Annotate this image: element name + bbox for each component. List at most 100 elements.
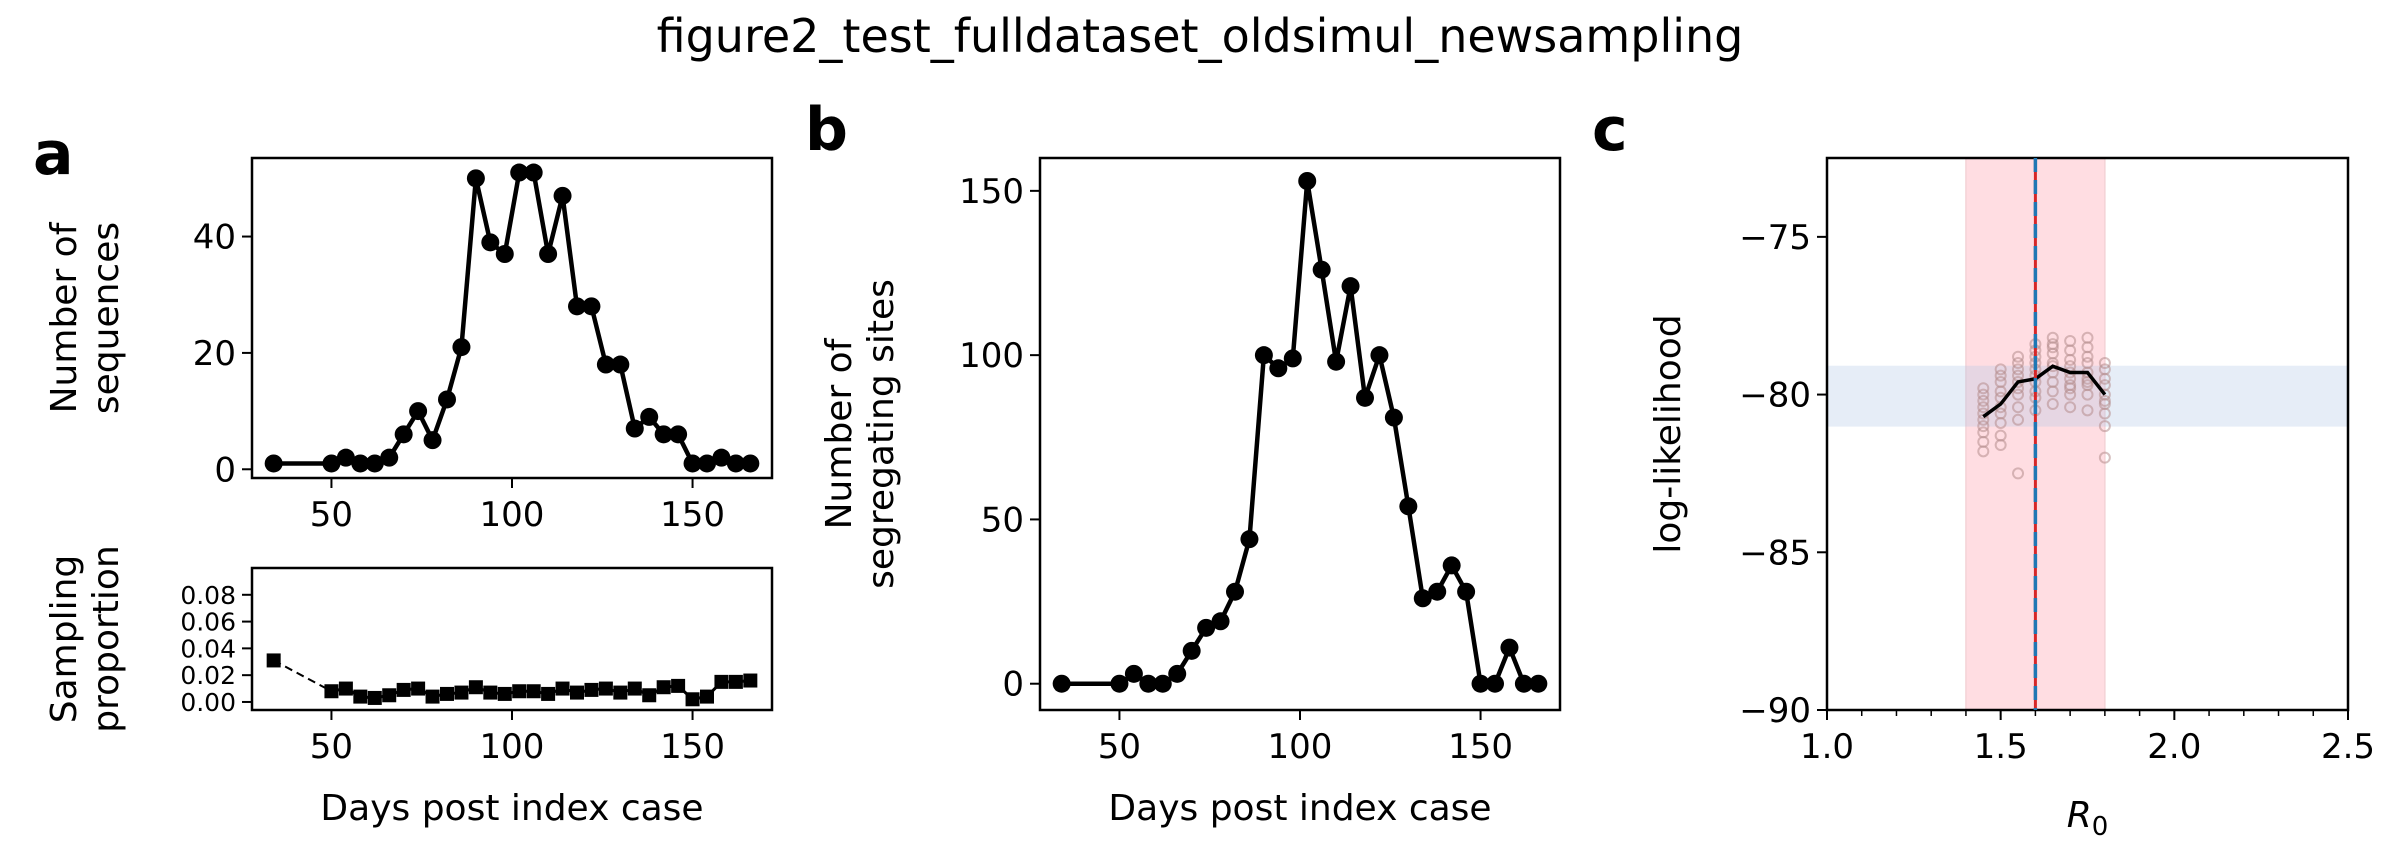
likelihood-sample-point — [1977, 394, 1990, 407]
data-point — [1529, 674, 1548, 693]
y-tick-label: 150 — [959, 172, 1024, 212]
likelihood-sample-point — [2012, 413, 2025, 426]
likelihood-sample-point — [2081, 404, 2094, 417]
likelihood-sample-point — [2081, 375, 2094, 388]
likelihood-sample-point — [1977, 420, 1990, 433]
data-point — [642, 688, 657, 703]
y-tick-label: 0 — [214, 450, 236, 490]
mean-likelihood-line — [1982, 364, 2107, 419]
data-point — [438, 390, 456, 409]
likelihood-sample-point — [2098, 379, 2111, 392]
likelihood-sample-point — [1994, 369, 2007, 382]
data-point — [1442, 556, 1461, 575]
likelihood-sample-point — [1977, 388, 1990, 401]
data-point — [264, 454, 283, 473]
data-point — [625, 419, 644, 438]
data-point — [1356, 388, 1374, 407]
data-point — [1240, 530, 1259, 549]
likelihood-sample-point — [1994, 407, 2007, 420]
y-tick-label: 0.02 — [180, 661, 236, 690]
data-point — [483, 685, 498, 700]
x-tick-label: 50 — [310, 495, 353, 535]
y-axis-label-line: sequences — [86, 222, 127, 414]
data-point — [1500, 638, 1519, 657]
data-point — [568, 297, 586, 316]
likelihood-sample-point — [2012, 350, 2025, 363]
data-point — [1197, 618, 1216, 637]
data-point — [382, 688, 397, 703]
likelihood-sample-point — [2012, 363, 2025, 376]
likelihood-sample-point — [1994, 429, 2007, 442]
likelihood-sample-point — [2012, 401, 2025, 414]
data-point — [1384, 408, 1403, 427]
data-point — [411, 681, 426, 696]
y-axis-label-line: log-likelihood — [1648, 314, 1689, 553]
y-tick-label: 0.00 — [180, 688, 236, 717]
y-axis-label: log-likelihood — [1648, 314, 1689, 553]
data-point — [495, 245, 514, 263]
y-tick-label: −75 — [1739, 218, 1811, 258]
data-point — [1399, 497, 1418, 516]
data-point — [1312, 260, 1331, 279]
data-point — [683, 454, 702, 473]
data-point — [336, 448, 355, 467]
data-point — [656, 680, 671, 695]
data-point — [743, 673, 758, 688]
likelihood-sample-point — [2012, 357, 2025, 370]
data-point — [1457, 582, 1476, 601]
data-point — [698, 454, 716, 473]
likelihood-sample-point — [2064, 401, 2077, 414]
likelihood-sample-point — [2081, 357, 2094, 370]
likelihood-sample-point — [2064, 334, 2077, 347]
data-point — [685, 692, 700, 707]
data-point — [1168, 664, 1187, 683]
data-point — [598, 681, 613, 696]
likelihood-sample-point — [1994, 375, 2007, 388]
data-point — [324, 684, 339, 699]
axes-frame — [1038, 156, 1562, 712]
data-point — [741, 454, 760, 473]
likelihood-sample-point — [2081, 331, 2094, 344]
data-point — [726, 454, 745, 473]
data-point — [423, 431, 442, 450]
panel-letter-b: b — [805, 95, 848, 165]
y-axis-label: Number of segregating sites — [819, 279, 902, 589]
data-point — [1226, 582, 1244, 601]
data-point — [553, 186, 572, 205]
y-tick-label: 0.08 — [180, 581, 236, 610]
data-point — [627, 681, 642, 696]
x-tick-label: 150 — [660, 495, 725, 535]
data-point — [322, 454, 341, 473]
axes-frame — [250, 566, 774, 712]
data-point — [1211, 612, 1230, 631]
y-axis-label-line: segregating sites — [861, 279, 902, 589]
data-point — [1182, 641, 1201, 660]
y-tick-label: 40 — [193, 218, 236, 258]
data-point — [353, 689, 368, 704]
panel-letter-a: a — [33, 119, 74, 189]
likelihood-sample-point — [1977, 401, 1990, 414]
data-point — [365, 454, 384, 473]
data-point — [1413, 589, 1432, 608]
data-point — [526, 684, 541, 699]
data-point — [1486, 674, 1504, 693]
series-line — [1061, 178, 1539, 686]
y-tick-label: −80 — [1739, 376, 1811, 416]
data-point — [1298, 172, 1317, 190]
likelihood-sample-point — [1977, 426, 1990, 439]
data-point — [611, 355, 630, 374]
data-point — [714, 674, 729, 689]
data-point — [1124, 664, 1143, 683]
y-tick-label: 50 — [981, 500, 1024, 540]
panel-b-chart: 50 100 150 0 50 100 150 Number of segregating si… — [819, 156, 1562, 829]
data-point — [1283, 349, 1302, 368]
x-tick-label: 1.0 — [1800, 727, 1854, 767]
panel-c-chart: 1.0 1.5 2.0 2.5 −90 −85 −80 −75 log-likelihood R0 — [1648, 156, 2375, 842]
likelihood-sample-point — [2098, 420, 2111, 433]
x-tick-label: 100 — [480, 727, 545, 767]
likelihood-sample-point — [2064, 382, 2077, 395]
data-point — [1428, 582, 1447, 601]
series-line-dashed — [273, 659, 332, 693]
x-tick-label: 150 — [1448, 727, 1513, 767]
likelihood-sample-point — [2046, 398, 2059, 411]
